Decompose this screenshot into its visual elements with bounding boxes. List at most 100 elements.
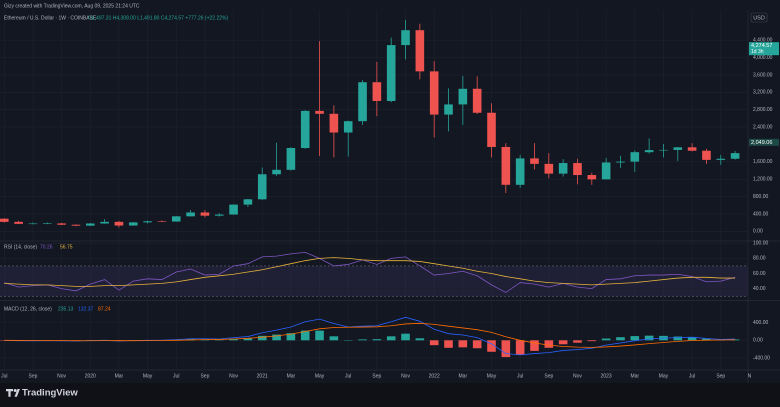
y-tick-label: 40.00 [753, 286, 766, 292]
macd-histogram-bar [257, 335, 267, 341]
candle-body [186, 212, 195, 217]
candle-body [71, 224, 81, 226]
y-tick-label: -400.00 [753, 355, 770, 361]
candle-body [42, 223, 52, 225]
candle-body [472, 88, 482, 113]
y-tick-label: 3,200.00 [753, 90, 773, 96]
x-tick-label: N [748, 373, 752, 379]
y-tick-label: 60.00 [753, 271, 766, 277]
candle-body [286, 148, 296, 170]
footer-brand: TradingView [22, 388, 78, 399]
candle-body [200, 212, 210, 216]
candle-body [616, 161, 625, 163]
macd-histogram-bar [558, 340, 568, 345]
y-tick-label: 0.00 [753, 229, 763, 235]
y-tick-label: 400.00 [753, 211, 769, 217]
candle-body [673, 147, 683, 150]
candle-body [716, 158, 726, 160]
candle-body [243, 199, 253, 205]
tradingview-logo [6, 389, 20, 397]
candle-body [157, 221, 167, 222]
x-tick-label: Nov [57, 373, 66, 379]
x-tick-label: Jul [173, 373, 179, 379]
macd-histogram-bar [372, 339, 382, 341]
price-badge-sub: 1d 3h [751, 49, 764, 55]
footer-bar [0, 383, 780, 407]
ohlc-legend: O1,497.31 H4,308.00 L1,491.80 C4,274.57 … [88, 15, 228, 21]
candle-body [358, 82, 367, 122]
macd-histogram-bar [673, 336, 683, 341]
x-tick-label: May [487, 373, 497, 379]
macd-histogram-bar [286, 333, 296, 341]
candle-body [128, 222, 138, 226]
x-tick-label: Jul [517, 373, 523, 379]
y-tick-label: 0.00 [753, 338, 763, 344]
candle-body [300, 110, 310, 149]
candle-body [229, 204, 238, 215]
x-tick-label: Nov [401, 373, 410, 379]
candle-body [730, 153, 740, 159]
candle-body [415, 30, 425, 72]
y-tick-label: 2,800.00 [753, 107, 773, 113]
y-tick-label: 400.00 [753, 320, 769, 326]
x-tick-label: Mar [630, 373, 639, 379]
candle-body [315, 110, 324, 114]
candle-body [501, 146, 511, 185]
header-text: Gizy created with TradingView.com, Aug 0… [4, 3, 140, 9]
y-tick-label: 800.00 [753, 194, 769, 200]
candle-body [114, 221, 124, 226]
candle-body [687, 147, 697, 151]
candle-body [386, 45, 396, 101]
y-tick-label: 3,600.00 [753, 72, 773, 78]
pane-value: 87.24 [98, 306, 111, 312]
candle-body [644, 150, 654, 153]
candle-body [587, 175, 597, 180]
x-tick-label: May [143, 373, 153, 379]
candle-body [630, 152, 640, 162]
x-tick-label: Nov [229, 373, 238, 379]
pane-value: 132.37 [78, 306, 94, 312]
x-tick-label: Sep [544, 373, 553, 379]
rsi-band [0, 265, 748, 297]
candle-body [171, 216, 181, 222]
macd-histogram-bar [487, 340, 496, 352]
macd-histogram-bar [300, 330, 310, 341]
candle-body [544, 163, 554, 174]
x-tick-label: Mar [287, 373, 296, 379]
x-tick-label: Sep [200, 373, 209, 379]
candle-body [57, 223, 66, 225]
indicator-line [4, 257, 736, 287]
candle-body [401, 30, 410, 46]
macd-histogram-bar [730, 339, 740, 341]
macd-histogram-bar [429, 340, 439, 346]
price-badge [749, 138, 779, 146]
macd-histogram-bar [616, 337, 625, 341]
y-tick-label: 100.00 [753, 241, 769, 247]
currency-box[interactable] [750, 12, 768, 23]
macd-histogram-bar [272, 334, 281, 341]
macd-histogram-bar [501, 340, 511, 358]
pane-title: MACD (12, 26, close) [4, 306, 52, 312]
macd-histogram-bar [386, 336, 396, 341]
y-tick-label: 1,200.00 [753, 177, 773, 183]
macd-histogram-bar [358, 339, 367, 341]
candle-body [659, 149, 668, 151]
candle-body [530, 158, 539, 164]
x-tick-label: 2023 [601, 373, 612, 379]
x-tick-label: Jul [1, 373, 7, 379]
candle-body [257, 174, 267, 200]
macd-histogram-bar [458, 340, 468, 348]
currency-label[interactable]: USD [753, 15, 765, 21]
macd-histogram-bar [530, 340, 539, 351]
price-badge-label: 4,274.57 [751, 43, 772, 49]
candle-body [343, 121, 353, 133]
candle-body [429, 71, 439, 115]
x-tick-label: Sep [29, 373, 38, 379]
candle-body [487, 112, 496, 147]
x-tick-label: 2020 [85, 373, 96, 379]
chart-title: Ethereum / U.S. Dollar · 1W · COINBASE [4, 15, 97, 21]
macd-histogram-bar [401, 333, 410, 341]
macd-histogram-bar [687, 336, 697, 341]
price-badge [749, 42, 779, 56]
candle-body [702, 150, 711, 160]
